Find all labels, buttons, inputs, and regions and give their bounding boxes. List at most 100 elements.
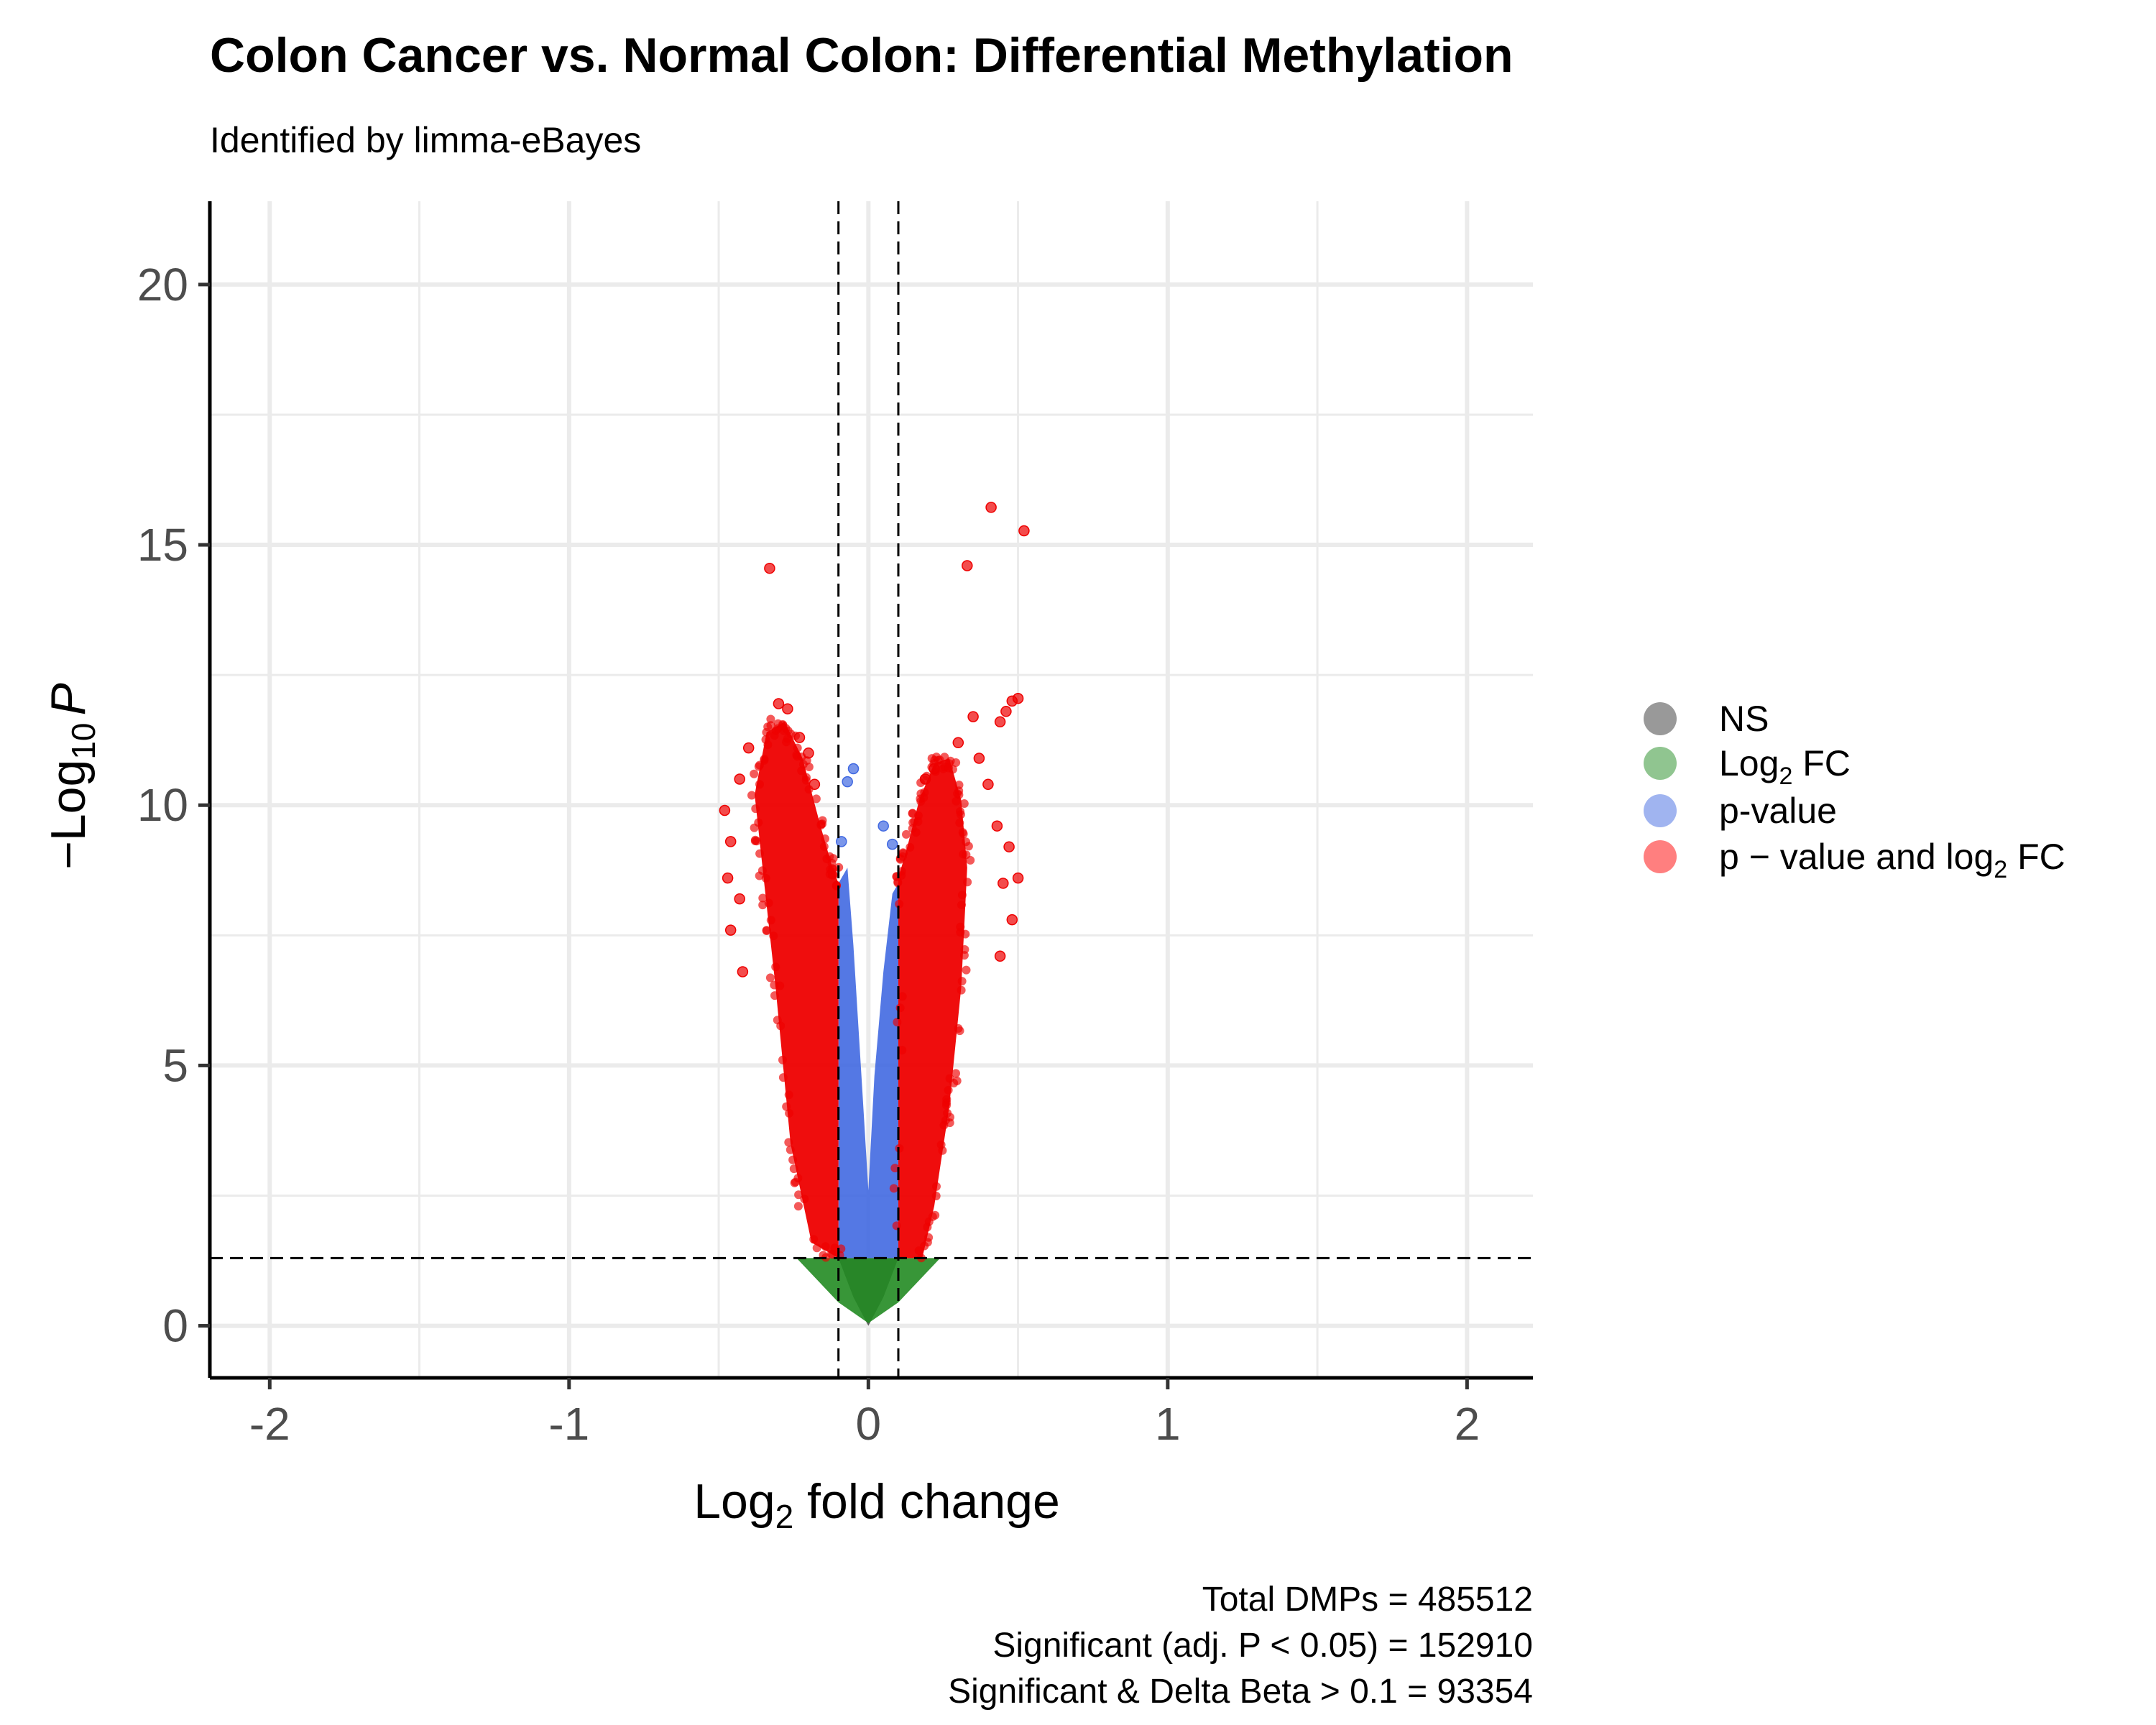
y-tick-label: 20 — [137, 259, 188, 310]
y-tick-label: 10 — [137, 779, 188, 831]
data-point-speckle — [769, 932, 778, 941]
data-point-speckle — [747, 791, 756, 800]
threshold-lines — [210, 201, 1533, 1378]
data-point — [722, 872, 734, 884]
legend-key-pvalue — [1644, 794, 1677, 827]
data-point-speckle — [785, 1108, 794, 1118]
data-point-speckle — [963, 878, 972, 887]
data-point-speckle — [959, 829, 968, 839]
data-point-speckle — [794, 1190, 803, 1200]
data-point-speckle — [804, 763, 814, 771]
data-point — [808, 778, 821, 791]
data-point-speckle — [762, 926, 771, 935]
data-point-speckle — [758, 893, 768, 903]
data-point-speckle — [936, 1140, 946, 1149]
data-point-speckle — [783, 726, 793, 735]
data-point-speckle — [939, 1121, 949, 1130]
data-point-speckle — [952, 758, 961, 767]
data-point-speckle — [955, 818, 964, 827]
y-axis-title: −Log10P — [41, 683, 102, 870]
data-point-speckle — [793, 752, 802, 761]
data-point-speckle — [957, 977, 967, 986]
x-axis-title: Log2 fold change — [694, 1474, 1060, 1535]
data-point — [877, 820, 889, 832]
data-point-speckle — [952, 796, 961, 806]
data-point-speckle — [789, 1164, 798, 1174]
data-point — [773, 698, 785, 709]
caption-block: Total DMPs = 485512 Significant (adj. P … — [948, 1581, 1533, 1711]
data-point — [886, 838, 898, 850]
caption-total-dmps: Total DMPs = 485512 — [1202, 1581, 1533, 1619]
data-point — [803, 748, 814, 759]
data-point — [734, 893, 745, 905]
legend-label-ns: NS — [1719, 699, 1769, 739]
cloud-both — [898, 758, 967, 1259]
data-point-speckle — [821, 1242, 830, 1251]
data-point-speckle — [778, 1055, 787, 1064]
cloud-p — [838, 868, 898, 1259]
chart-subtitle: Identified by limma-eBayes — [210, 120, 641, 160]
data-point-speckle — [784, 1138, 793, 1147]
data-point-speckle — [908, 809, 917, 818]
data-point — [991, 820, 1003, 832]
data-point-speckle — [957, 901, 966, 909]
data-point-speckle — [761, 873, 770, 883]
data-point — [724, 924, 737, 936]
data-point-speckle — [754, 818, 763, 827]
data-point-speckle — [953, 789, 962, 799]
data-point — [742, 742, 755, 754]
data-point-speckle — [770, 731, 779, 740]
data-point-speckle — [757, 866, 767, 875]
data-point-speckle — [948, 765, 957, 774]
data-point-speckle — [752, 837, 761, 846]
data-point — [962, 560, 973, 571]
data-point-speckle — [782, 1102, 791, 1111]
data-point-speckle — [816, 819, 826, 829]
caption-significant-delta-beta: Significant & Delta Beta > 0.1 = 93354 — [948, 1673, 1533, 1711]
data-point-speckle — [890, 1164, 900, 1173]
data-point-speckle — [755, 849, 765, 858]
data-point — [952, 737, 964, 749]
legend: NS Log2 FC p-value p − value and log2 FC — [1644, 699, 2065, 883]
data-point-speckle — [828, 1250, 837, 1259]
x-tick-label: -1 — [548, 1398, 589, 1450]
cloud-fc — [796, 1258, 941, 1323]
data-point-speckle — [957, 891, 967, 900]
data-point — [764, 562, 775, 574]
data-point-speckle — [959, 799, 969, 808]
data-cloud-layer — [747, 714, 975, 1326]
chart-title: Colon Cancer vs. Normal Colon: Different… — [210, 28, 1514, 83]
data-point-speckle — [952, 1069, 960, 1078]
data-point-speckle — [765, 973, 775, 983]
data-point-speckle — [893, 877, 903, 886]
data-point-speckle — [812, 1243, 821, 1253]
legend-label-pvalue: p-value — [1719, 791, 1837, 831]
x-tick-label: 1 — [1155, 1398, 1181, 1450]
data-point-speckle — [751, 804, 760, 814]
legend-key-ns — [1644, 702, 1677, 735]
data-point-speckle — [964, 842, 973, 851]
data-point-speckle — [962, 965, 971, 975]
legend-label-log2fc: Log2 FC — [1719, 743, 1851, 790]
data-point-speckle — [931, 1192, 941, 1200]
data-point — [985, 502, 997, 513]
data-point-speckle — [788, 1155, 798, 1164]
data-point-speckle — [923, 1223, 932, 1232]
data-point-speckle — [811, 794, 821, 804]
data-point — [919, 773, 931, 785]
axes-layer — [208, 201, 1533, 1380]
data-point-speckle — [766, 721, 775, 730]
x-tick-label: 2 — [1455, 1398, 1480, 1450]
data-point-speckle — [902, 829, 911, 839]
data-point-speckle — [819, 842, 829, 851]
data-point-speckle — [906, 842, 915, 852]
data-point-speckle — [956, 928, 965, 937]
y-tick-label: 0 — [162, 1300, 188, 1352]
x-tick-label: -2 — [249, 1398, 290, 1450]
data-point-speckle — [829, 870, 838, 880]
data-point — [724, 836, 737, 847]
data-point-speckle — [956, 807, 964, 816]
data-point-speckle — [755, 780, 764, 789]
